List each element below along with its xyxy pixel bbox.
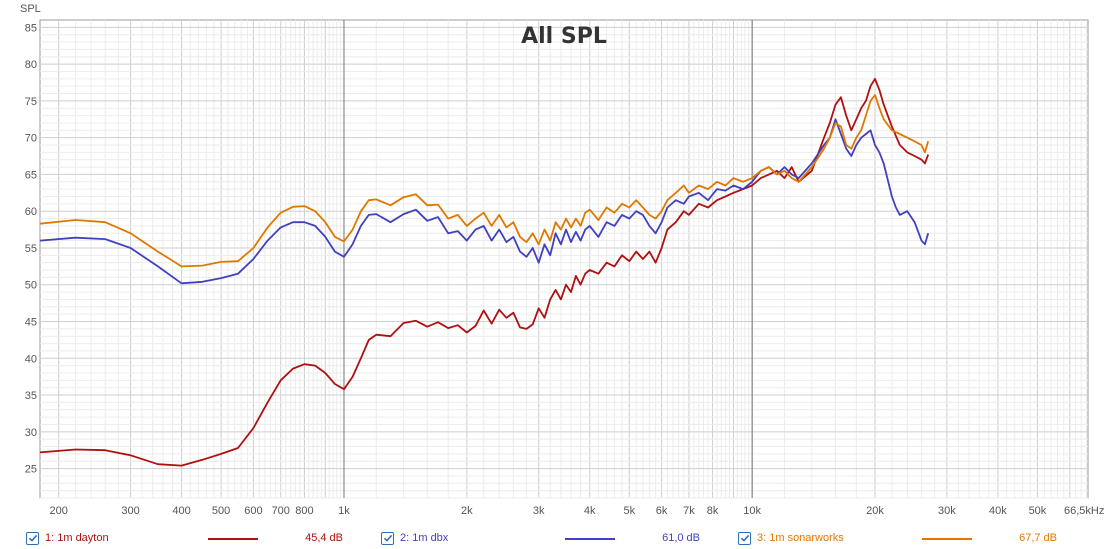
- y-tick-labels: 25 30 35 40 45 50 55 60 65 70 75 80 85: [25, 22, 37, 475]
- x-tick-labels: 200 300 400 500 600 700 800 1k 2k 3k 4k 5k 6k 7k 8k 10k…: [49, 505, 1046, 517]
- legend-swatch-dbx: [565, 538, 615, 540]
- x-tick-label: 1k: [338, 505, 350, 517]
- spl-chart: 25 30 35 40 45 50 55 60 65 70 75 80 85 200 300 400 500 6…: [20, 3, 1104, 517]
- x-tick-label: 8k: [707, 505, 719, 517]
- x-tick-label: 200: [49, 505, 67, 517]
- legend-item-sonarworks[interactable]: 3: 1m sonarworks: [738, 529, 844, 547]
- legend-label-dbx: 2: 1m dbx: [400, 532, 449, 544]
- x-tick-label: 30k: [938, 505, 956, 517]
- legend-item-dbx[interactable]: 2: 1m dbx: [381, 529, 448, 547]
- y-tick-label: 85: [25, 22, 37, 34]
- series-line-1: [39, 77, 930, 467]
- legend-value-dbx: 61,0 dB: [662, 532, 700, 544]
- check-icon: [740, 534, 749, 542]
- x-tick-label: 800: [295, 505, 313, 517]
- x-tick-label: 2k: [461, 505, 473, 517]
- checkbox-dbx[interactable]: [381, 531, 394, 545]
- x-tick-label: 700: [272, 505, 290, 517]
- x-tick-label: 6k: [656, 505, 668, 517]
- y-tick-label: 60: [25, 206, 37, 218]
- legend: 1: 1m dayton 45,4 dB 2: 1m dbx 61,0 dB 3…: [0, 526, 1109, 549]
- checkbox-dayton[interactable]: [26, 531, 39, 545]
- y-tick-label: 55: [25, 243, 37, 255]
- x-tick-label: 5k: [623, 505, 635, 517]
- legend-label-dayton: 1: 1m dayton: [45, 532, 109, 544]
- y-tick-label: 45: [25, 317, 37, 329]
- checkbox-sonarworks[interactable]: [738, 531, 751, 545]
- check-icon: [28, 534, 37, 542]
- series-line-3: [39, 94, 930, 268]
- series-line-2: [39, 118, 930, 285]
- x-tick-label: 4k: [584, 505, 596, 517]
- x-tick-label: 7k: [683, 505, 695, 517]
- plot-background: [39, 19, 1089, 499]
- x-tick-label: 10k: [743, 505, 761, 517]
- chart-title: All SPL: [521, 24, 607, 49]
- x-tick-label: 20k: [866, 505, 884, 517]
- y-tick-label: 35: [25, 390, 37, 402]
- x-unit-label: 66,5kHz: [1064, 505, 1104, 517]
- y-tick-label: 70: [25, 133, 37, 145]
- legend-swatch-sonarworks: [922, 538, 972, 540]
- x-tick-label: 500: [212, 505, 230, 517]
- x-tick-label: 300: [121, 505, 139, 517]
- x-tick-label: 3k: [533, 505, 545, 517]
- legend-label-sonarworks: 3: 1m sonarworks: [757, 532, 844, 544]
- x-tick-label: 40k: [989, 505, 1007, 517]
- y-tick-label: 50: [25, 280, 37, 292]
- legend-value-sonarworks: 67,7 dB: [1019, 532, 1057, 544]
- y-tick-label: 75: [25, 96, 37, 108]
- y-tick-label: 80: [25, 59, 37, 71]
- y-axis-label: SPL: [20, 3, 41, 15]
- x-tick-label: 50k: [1029, 505, 1047, 517]
- y-tick-label: 30: [25, 427, 37, 439]
- x-tick-label: 600: [244, 505, 262, 517]
- y-tick-label: 65: [25, 169, 37, 181]
- legend-swatch-dayton: [208, 538, 258, 540]
- grid-minor: [40, 20, 1088, 499]
- check-icon: [383, 534, 392, 542]
- series-group: [39, 77, 930, 467]
- x-tick-label: 400: [172, 505, 190, 517]
- y-tick-label: 40: [25, 353, 37, 365]
- y-tick-label: 25: [25, 464, 37, 476]
- legend-value-dayton: 45,4 dB: [305, 532, 343, 544]
- legend-item-dayton[interactable]: 1: 1m dayton: [26, 529, 109, 547]
- grid-major: [343, 20, 753, 498]
